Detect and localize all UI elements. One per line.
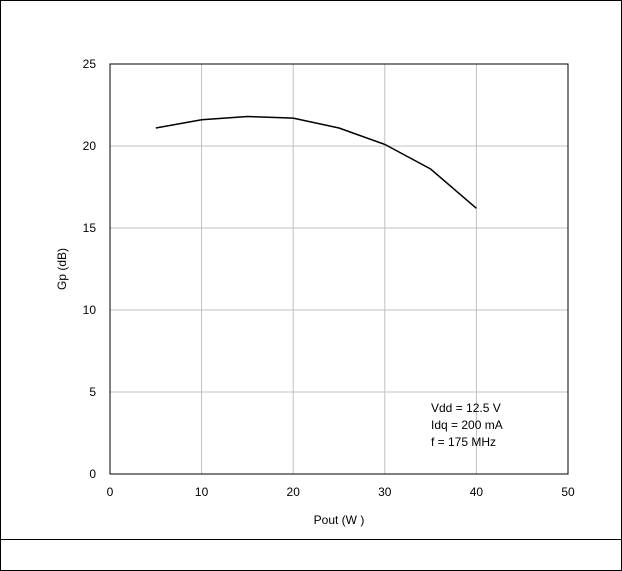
y-tick-label: 20 [83,139,97,153]
frame-divider [0,539,622,540]
y-tick-label: 15 [83,221,97,235]
y-axis-label: Gp (dB) [55,248,69,290]
annotation-frequency: f = 175 MHz [431,435,496,449]
y-tick-labels: 0 5 10 15 20 25 [83,57,97,481]
x-tick-label: 0 [107,485,114,499]
y-tick-label: 5 [89,385,96,399]
series-line [155,115,477,209]
x-tick-label: 50 [561,485,575,499]
y-tick-label: 25 [83,57,97,71]
y-tick-label: 10 [83,303,97,317]
plot-area [109,63,569,475]
grid-lines [110,64,568,474]
annotation-idq: Idq = 200 mA [431,418,503,432]
x-tick-labels: 0 10 20 30 40 50 [107,485,575,499]
x-tick-label: 40 [470,485,484,499]
y-tick-label: 0 [89,467,96,481]
annotation-vdd: Vdd = 12.5 V [431,401,501,415]
x-tick-label: 10 [195,485,209,499]
x-axis-label: Pout (W ) [314,513,365,527]
x-tick-label: 20 [287,485,301,499]
x-tick-label: 30 [378,485,392,499]
